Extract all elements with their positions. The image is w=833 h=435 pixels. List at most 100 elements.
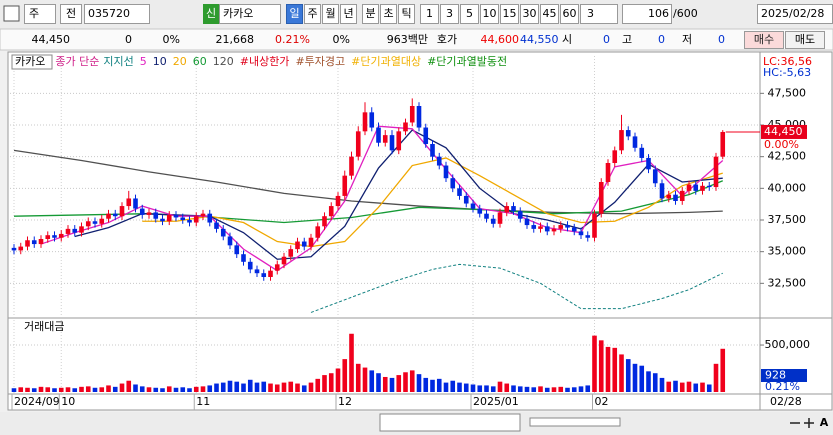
count-input[interactable]: 106 bbox=[622, 4, 672, 24]
volume-bar bbox=[700, 382, 705, 392]
nav-buttons[interactable] bbox=[379, 413, 521, 432]
candle-body bbox=[241, 254, 246, 262]
last-date: 02/28 bbox=[770, 395, 802, 408]
candle-body bbox=[362, 112, 368, 132]
volume-bar bbox=[220, 382, 226, 392]
candle-body bbox=[193, 216, 199, 223]
candle-body bbox=[247, 261, 253, 270]
volume-bar bbox=[153, 387, 159, 392]
volume-bar bbox=[308, 382, 314, 392]
info-high: 0 bbox=[658, 33, 665, 46]
candle-body bbox=[497, 212, 503, 224]
volume-bar bbox=[652, 373, 658, 392]
period-button[interactable]: 초 bbox=[380, 4, 397, 24]
candle-body bbox=[342, 175, 348, 196]
candle-body bbox=[38, 239, 44, 245]
volume-bar bbox=[200, 386, 206, 392]
candle-body bbox=[693, 184, 699, 191]
volume-bar bbox=[52, 388, 57, 392]
volume-title: 거래대금 bbox=[24, 320, 64, 333]
info-change: 0 bbox=[125, 33, 132, 46]
prefix-button[interactable]: 전 bbox=[60, 4, 82, 24]
candle-body bbox=[261, 273, 267, 277]
candle-body bbox=[119, 206, 125, 217]
candle-body bbox=[85, 221, 91, 227]
volume-bar bbox=[227, 380, 233, 392]
volume-bar bbox=[632, 363, 638, 392]
period-button[interactable]: 주 bbox=[304, 4, 321, 24]
volume-bar bbox=[31, 388, 37, 392]
candle-body bbox=[382, 135, 388, 143]
volume-bar bbox=[585, 385, 591, 392]
stock-label-box bbox=[11, 54, 53, 70]
volume-bar bbox=[551, 387, 557, 392]
interval-button[interactable]: 60 bbox=[560, 4, 579, 24]
volume-bar bbox=[133, 384, 138, 392]
candle-body bbox=[11, 247, 17, 251]
interval-button[interactable]: 30 bbox=[520, 4, 539, 24]
x-tick-label: 2024/09 bbox=[14, 395, 60, 408]
ma-line bbox=[13, 180, 723, 224]
price-tag-label: 44,450 bbox=[764, 125, 803, 138]
candle-body bbox=[679, 190, 685, 201]
volume-bar bbox=[450, 380, 456, 392]
x-tick-label: 12 bbox=[338, 395, 352, 408]
info-open: 0 bbox=[603, 33, 610, 46]
volume-tag-rate: 0.21% bbox=[765, 380, 800, 393]
period-button[interactable]: 분 bbox=[362, 4, 379, 24]
price-lines bbox=[11, 98, 726, 313]
candle-body bbox=[274, 264, 280, 271]
candle-body bbox=[214, 222, 219, 229]
volume-bar bbox=[598, 340, 604, 392]
interval-button[interactable]: 5 bbox=[460, 4, 479, 24]
interval-button[interactable]: 15 bbox=[500, 4, 519, 24]
volume-bar bbox=[612, 347, 618, 392]
candle-body bbox=[133, 198, 138, 209]
interval-button[interactable]: 1 bbox=[420, 4, 439, 24]
info-rate2: 0% bbox=[332, 33, 350, 46]
candle-body bbox=[538, 226, 543, 229]
volume-bar bbox=[504, 383, 510, 392]
candle-body bbox=[18, 246, 24, 251]
candle-body bbox=[146, 212, 152, 215]
candle-body bbox=[592, 213, 597, 238]
buy-button[interactable]: 매수 bbox=[744, 31, 784, 49]
zoom-label[interactable]: A bbox=[820, 416, 829, 429]
interval-select[interactable]: 3 bbox=[580, 4, 618, 24]
candle-body bbox=[517, 211, 523, 219]
candle-body bbox=[652, 169, 658, 184]
scroll-track[interactable] bbox=[529, 417, 621, 427]
interval-button[interactable]: 45 bbox=[540, 4, 559, 24]
volume-tag-label: 928 bbox=[765, 369, 786, 382]
candle-body bbox=[531, 225, 537, 229]
candle-body bbox=[457, 188, 462, 196]
period-button[interactable]: 틱 bbox=[398, 4, 415, 24]
volume-bar bbox=[119, 383, 125, 392]
candle-body bbox=[153, 212, 159, 219]
volume-bar bbox=[686, 381, 692, 392]
volume-bar bbox=[355, 363, 361, 392]
date-input[interactable]: 2025/02/28 bbox=[757, 4, 833, 24]
name-input[interactable]: 카카오 bbox=[219, 4, 281, 24]
candle-body bbox=[605, 163, 611, 182]
sell-button[interactable]: 매도 bbox=[785, 31, 825, 49]
y-tick-label: 32,500 bbox=[768, 276, 807, 289]
interval-button[interactable]: 3 bbox=[440, 4, 459, 24]
volume-bar bbox=[511, 385, 516, 392]
code-input[interactable]: 035720 bbox=[84, 4, 150, 24]
volume-bar bbox=[544, 387, 550, 392]
market-select[interactable]: 주 bbox=[24, 4, 56, 24]
volume-bar bbox=[531, 387, 537, 392]
price-tag-change: 0.00% bbox=[764, 138, 799, 151]
volume-bar bbox=[274, 384, 280, 392]
period-button[interactable]: 일 bbox=[286, 4, 303, 24]
candle-body bbox=[619, 130, 624, 151]
period-button[interactable]: 년 bbox=[340, 4, 357, 24]
volume-bar bbox=[625, 359, 631, 392]
interval-button[interactable]: 10 bbox=[480, 4, 499, 24]
period-button[interactable]: 월 bbox=[322, 4, 339, 24]
candle-body bbox=[625, 130, 631, 137]
candle-body bbox=[160, 218, 165, 222]
menu-icon[interactable] bbox=[3, 5, 20, 22]
